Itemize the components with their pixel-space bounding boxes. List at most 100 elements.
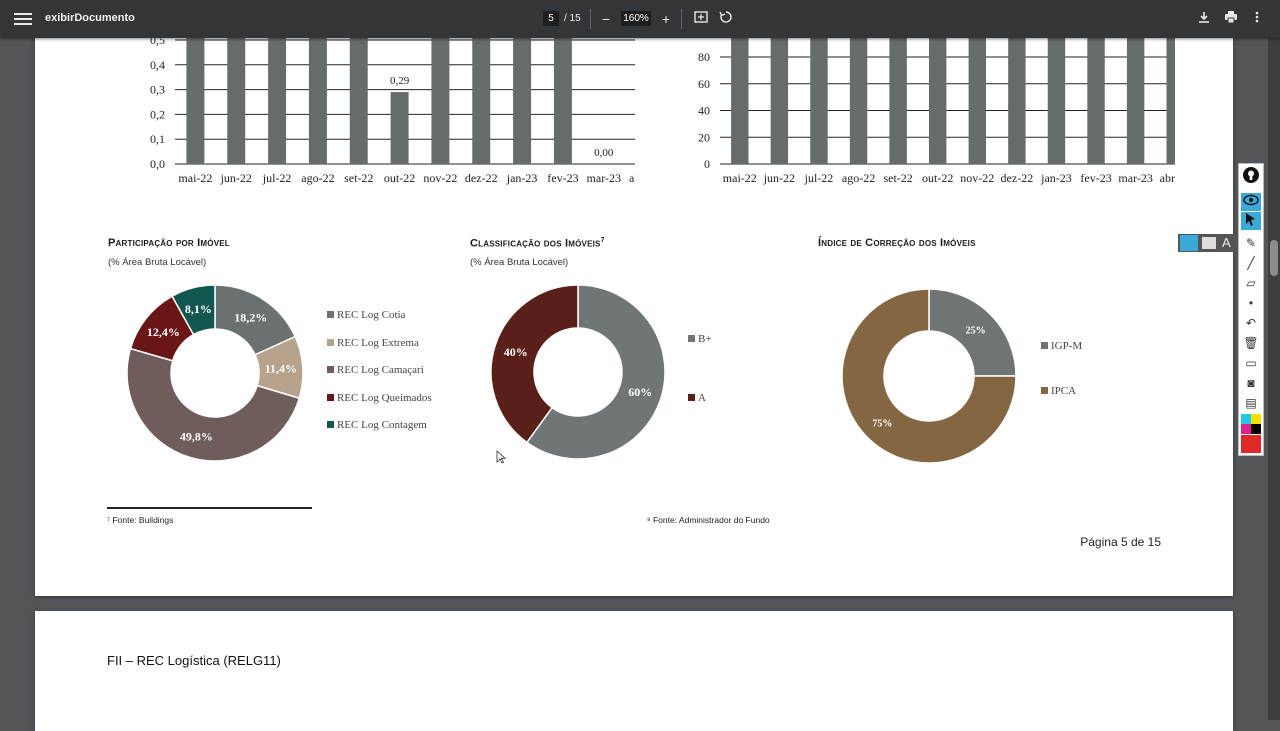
legend-label: IGP-M	[1051, 340, 1082, 352]
classificacao-title-text: Classificação dos Imóveis	[470, 238, 601, 250]
bar	[268, 30, 286, 164]
section-title-indice: Índice de Correção dos Imóveis	[818, 237, 976, 249]
bar	[969, 30, 986, 164]
line-icon[interactable]: ╱	[1241, 254, 1261, 272]
bar	[731, 30, 748, 164]
legend-item: A	[688, 392, 706, 404]
slice-label: 40%	[504, 345, 528, 359]
legend-swatch	[1041, 342, 1048, 349]
highlighter-icon[interactable]	[1180, 235, 1198, 251]
section-title-participacao: Participação por Imóvel	[108, 237, 230, 249]
y-tick-label: 0	[704, 157, 710, 171]
x-tick-label: nov-22	[423, 171, 457, 185]
x-tick-label: fev-23	[547, 171, 578, 185]
text-tool-icon[interactable]: A	[1222, 235, 1231, 250]
legend-item: IPCA	[1041, 385, 1076, 397]
dot-icon[interactable]: •	[1241, 294, 1261, 312]
color-palette-icon[interactable]	[1241, 414, 1261, 434]
bar	[771, 30, 788, 164]
legend-label: REC Log Cotia	[337, 309, 405, 321]
x-tick-label: jul-22	[262, 171, 292, 185]
x-tick-label: jun-22	[763, 171, 795, 185]
page-number-text: Página 5 de 15	[1080, 535, 1161, 549]
bar	[391, 92, 409, 164]
zoom-input[interactable]: 160%	[621, 11, 651, 26]
y-tick-label: 20	[698, 130, 710, 144]
legend-swatch	[327, 366, 334, 373]
mouse-cursor-icon	[496, 450, 506, 464]
slice-label: 25%	[966, 325, 986, 336]
bulb-icon[interactable]	[1241, 166, 1261, 184]
x-tick-label: ago-22	[301, 171, 334, 185]
camera-icon[interactable]: ◙	[1241, 374, 1261, 392]
x-tick-label: jan-23	[1040, 171, 1072, 185]
slice-label: 18,2%	[234, 311, 267, 325]
cursor-icon[interactable]	[1241, 212, 1261, 230]
eraser-icon[interactable]	[1202, 237, 1216, 249]
rotate-icon[interactable]	[717, 10, 735, 28]
x-tick-label: nov-22	[960, 171, 994, 185]
whiteboard-icon[interactable]: ▭	[1241, 354, 1261, 372]
x-tick-label: mar-23	[1118, 171, 1152, 185]
y-tick-label: 60	[698, 77, 710, 91]
footnote-divider	[107, 507, 312, 509]
legend-item: IGP-M	[1041, 340, 1082, 352]
slice-label: 49,8%	[180, 429, 213, 443]
slice-label: 12,4%	[147, 325, 180, 339]
print-icon[interactable]	[1222, 10, 1240, 28]
legend-item: REC Log Extrema	[327, 337, 419, 349]
zoom-out-button[interactable]: −	[597, 10, 615, 28]
fit-page-icon[interactable]	[692, 10, 710, 28]
active-color-swatch[interactable]	[1241, 435, 1261, 453]
legend-label: REC Log Contagem	[337, 419, 427, 431]
annotation-toolbar: ✎ ╱ ▱ • ↶ 🗑 ▭ ◙ ▤	[1238, 163, 1264, 456]
bar	[1167, 30, 1176, 164]
page-header-title: FII – REC Logística (RELG11)	[107, 653, 281, 668]
toolbar-divider	[681, 9, 682, 29]
donut-chart-classificacao: 60%40%	[483, 277, 673, 467]
legend-label: B+	[698, 333, 712, 345]
zoom-in-button[interactable]: +	[657, 10, 675, 28]
page-number-input[interactable]: 5	[543, 11, 559, 26]
scrollbar-thumb[interactable]	[1270, 240, 1278, 276]
bar	[472, 30, 490, 164]
legend-item: REC Log Cotia	[327, 309, 405, 321]
classificacao-title-sup: 7	[601, 237, 605, 244]
pen-icon[interactable]: ✎	[1241, 234, 1261, 252]
download-icon[interactable]	[1195, 10, 1213, 28]
legend-swatch	[327, 421, 334, 428]
slice-label: 11,4%	[265, 362, 297, 376]
y-tick-label: 0,3	[150, 83, 165, 97]
bar	[554, 30, 572, 164]
x-tick-label: out-22	[922, 171, 953, 185]
marker-icon[interactable]: ▱	[1241, 274, 1261, 292]
scrollbar[interactable]	[1268, 38, 1280, 720]
x-tick-label: jun-22	[220, 171, 252, 185]
y-tick-label: 80	[698, 50, 710, 64]
x-tick-label: fev-23	[1080, 171, 1111, 185]
slice-label: 75%	[872, 419, 892, 430]
slice-label: 8,1%	[185, 302, 212, 316]
trash-icon[interactable]: 🗑	[1241, 334, 1261, 352]
eye-icon[interactable]	[1241, 193, 1261, 211]
x-tick-label: mar-23	[587, 171, 621, 185]
x-tick-label: set-22	[883, 171, 912, 185]
more-vert-icon[interactable]	[1248, 10, 1266, 28]
menu-icon[interactable]	[14, 10, 32, 28]
legend-item: B+	[688, 333, 712, 345]
undo-icon[interactable]: ↶	[1241, 314, 1261, 332]
section-subtitle-participacao: (% Área Bruta Locável)	[108, 257, 206, 268]
bar	[350, 30, 368, 164]
x-tick-label: dez-22	[465, 171, 498, 185]
data-label: 0,00	[594, 147, 614, 159]
bar	[850, 30, 867, 164]
clipboard-icon[interactable]: ▤	[1241, 394, 1261, 412]
legend-swatch	[1041, 387, 1048, 394]
legend-item: REC Log Camaçari	[327, 364, 424, 376]
donut-chart-indice: 25% 75%	[834, 281, 1024, 471]
toolbar-divider	[590, 9, 591, 29]
y-tick-label: 0,1	[150, 132, 165, 146]
legend-swatch	[688, 394, 695, 401]
